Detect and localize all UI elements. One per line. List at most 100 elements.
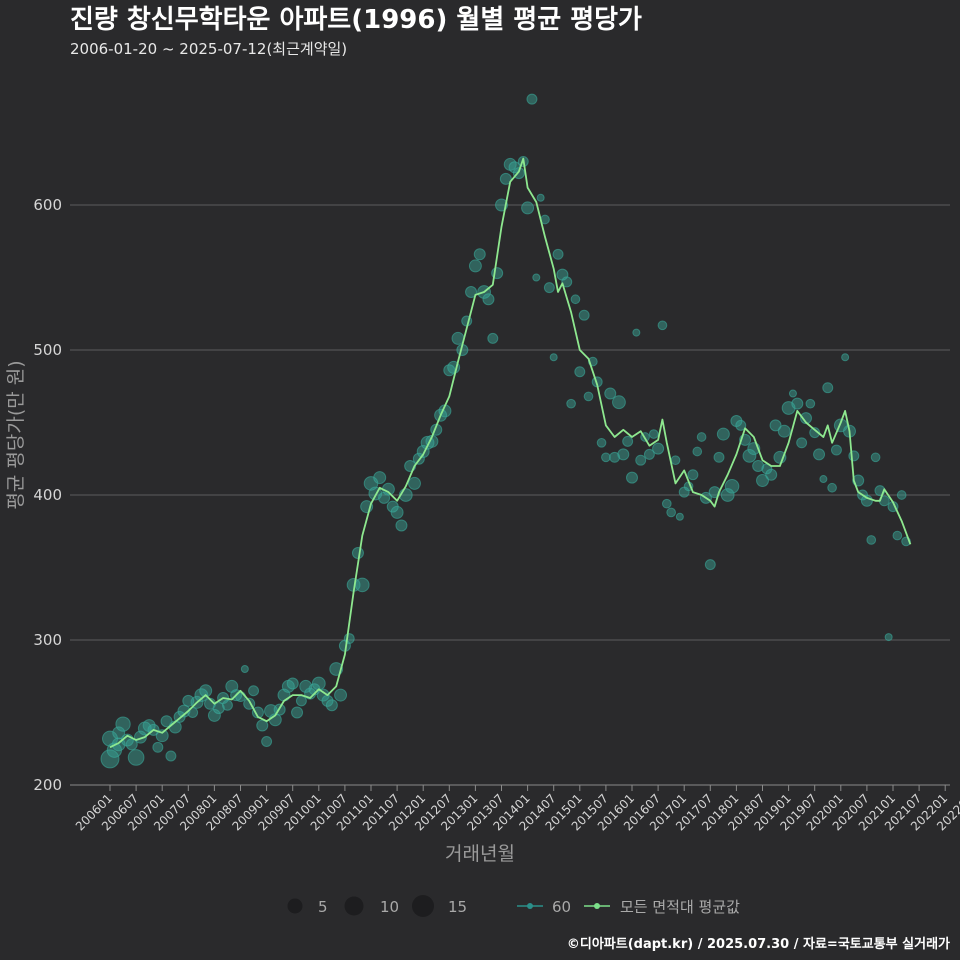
data-point xyxy=(735,419,747,431)
data-point xyxy=(704,559,716,571)
data-point xyxy=(884,633,893,642)
data-point xyxy=(596,437,607,448)
data-point xyxy=(212,702,225,715)
data-point xyxy=(578,309,590,321)
data-point xyxy=(177,704,191,718)
data-point xyxy=(583,391,594,402)
data-point xyxy=(291,706,304,719)
data-point xyxy=(543,282,555,294)
data-point xyxy=(648,429,659,439)
data-point xyxy=(499,172,512,185)
legend-series-label: 60 xyxy=(552,898,571,916)
data-point xyxy=(221,699,233,711)
data-point xyxy=(311,676,326,691)
legend-size-label: 5 xyxy=(318,898,328,916)
data-point xyxy=(152,741,164,753)
data-point xyxy=(604,387,617,400)
scatter-points xyxy=(100,93,911,769)
legend-size-label: 10 xyxy=(380,898,399,916)
data-point xyxy=(643,448,655,460)
data-point xyxy=(561,276,573,288)
data-point xyxy=(373,471,387,485)
data-point xyxy=(827,482,837,493)
data-point xyxy=(813,448,826,461)
data-point xyxy=(626,471,638,484)
source-caption: ©디아파트(dapt.kr) / 2025.07.30 / 자료=국토교통부 실… xyxy=(567,936,950,952)
data-point xyxy=(286,677,299,690)
data-point xyxy=(819,475,828,484)
data-point xyxy=(870,452,881,463)
data-point xyxy=(355,577,370,593)
data-point xyxy=(395,519,408,532)
x-axis-title: 거래년월 xyxy=(445,843,515,865)
data-point xyxy=(566,398,576,409)
data-point xyxy=(632,328,641,337)
y-tick-label: 400 xyxy=(33,486,62,504)
legend-series-dot xyxy=(594,903,600,909)
data-point xyxy=(112,726,126,740)
data-point xyxy=(788,389,797,398)
data-point xyxy=(199,684,213,698)
data-point xyxy=(325,699,338,712)
data-point xyxy=(720,488,735,502)
data-point xyxy=(769,419,782,432)
data-point xyxy=(742,448,757,463)
data-point xyxy=(822,382,834,394)
legend-size-label: 15 xyxy=(448,898,467,916)
data-point xyxy=(390,505,404,519)
data-point xyxy=(756,474,769,487)
data-point xyxy=(777,424,791,438)
legend-size-marker xyxy=(344,896,364,916)
data-point xyxy=(127,749,145,766)
data-point xyxy=(716,427,730,441)
data-point xyxy=(791,397,804,410)
data-point xyxy=(661,498,672,509)
data-point xyxy=(100,749,120,769)
data-point xyxy=(115,716,131,732)
legend-size-marker xyxy=(287,898,303,914)
data-point xyxy=(160,715,173,728)
data-point xyxy=(473,248,486,261)
data-point xyxy=(848,450,860,462)
data-point xyxy=(295,695,307,707)
data-point xyxy=(696,432,707,442)
data-point xyxy=(261,736,273,747)
data-point xyxy=(622,435,634,447)
data-point xyxy=(487,332,499,344)
data-point xyxy=(809,427,821,439)
data-point xyxy=(841,353,850,362)
data-point xyxy=(351,547,364,559)
data-point xyxy=(687,469,699,481)
data-point xyxy=(805,398,816,409)
data-point xyxy=(635,454,647,466)
data-point xyxy=(316,688,330,702)
legend-series-dot xyxy=(527,903,533,909)
data-point xyxy=(752,460,765,472)
data-point xyxy=(468,259,482,273)
average-line-layer xyxy=(109,157,912,749)
data-point xyxy=(552,248,564,260)
data-point xyxy=(125,738,138,751)
data-point xyxy=(465,286,478,298)
data-point xyxy=(532,273,541,282)
data-point xyxy=(657,320,668,331)
data-point xyxy=(334,688,348,702)
data-point xyxy=(612,395,626,410)
data-point xyxy=(670,455,681,466)
data-point xyxy=(549,353,558,362)
x-axis-ticks: 2006012006072007012007072008012008072009… xyxy=(73,785,960,834)
gridlines xyxy=(70,204,950,786)
data-point xyxy=(892,530,903,541)
legend-size-marker xyxy=(412,895,434,917)
data-point xyxy=(248,685,260,697)
data-point xyxy=(142,719,156,733)
data-point xyxy=(536,193,545,202)
y-tick-label: 300 xyxy=(33,631,62,649)
y-axis-ticks: 200 300 400 500 600 xyxy=(33,196,62,794)
data-point xyxy=(617,448,630,461)
chart-title: 진량 창신무학타운 아파트(1996) 월별 평균 평당가 xyxy=(70,5,642,35)
data-point xyxy=(652,442,665,455)
data-point xyxy=(830,444,842,456)
